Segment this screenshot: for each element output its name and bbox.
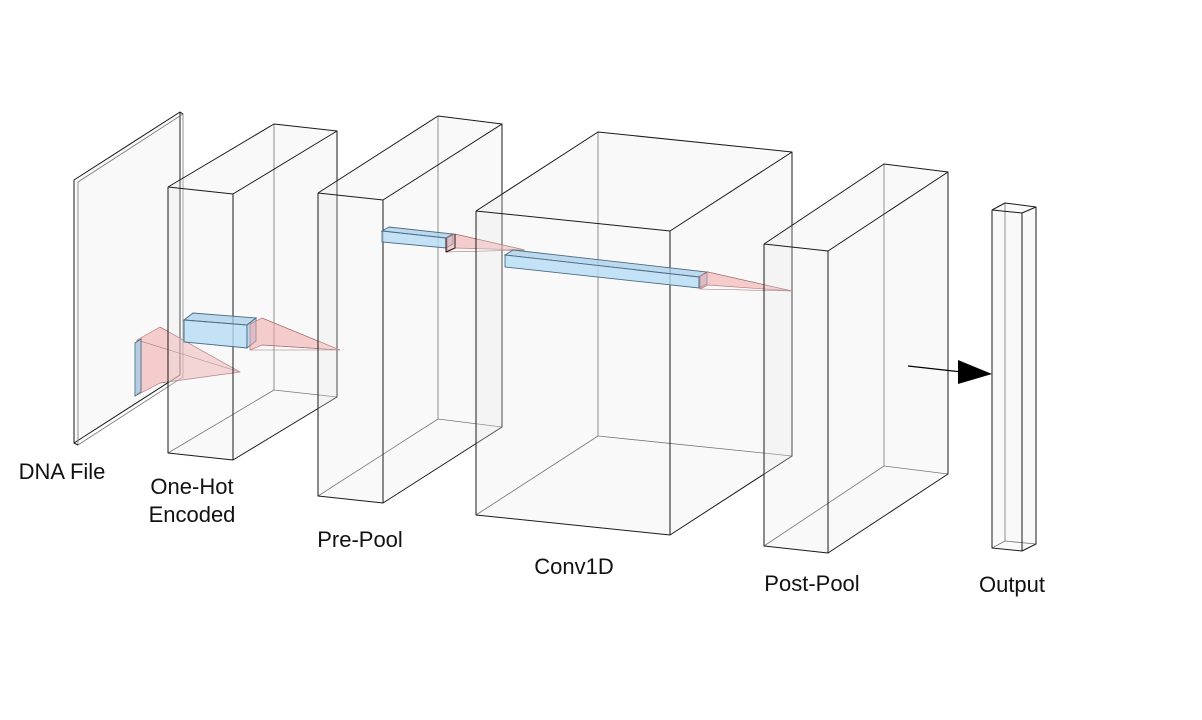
output-arrow xyxy=(907,360,992,384)
dna-kernel-window xyxy=(134,326,242,397)
output-column xyxy=(991,202,1037,552)
label-pre-pool: Pre-Pool xyxy=(317,527,403,552)
label-post-pool: Post-Pool xyxy=(764,571,860,596)
label-dna-file: DNA File xyxy=(18,459,106,484)
post-pool-box xyxy=(763,163,949,554)
one-hot-encoded-box xyxy=(167,123,338,461)
conv1d-kernel-window xyxy=(503,249,793,292)
pre-pool-box xyxy=(317,115,503,504)
label-one-hot-encoded: One-Hot Encoded xyxy=(148,474,236,527)
label-output: Output xyxy=(978,572,1046,597)
dna-file-plane xyxy=(73,111,184,446)
pre-pool-kernel-window xyxy=(380,226,526,253)
label-conv1d: Conv1D xyxy=(534,554,614,579)
conv1d-box xyxy=(475,131,793,536)
